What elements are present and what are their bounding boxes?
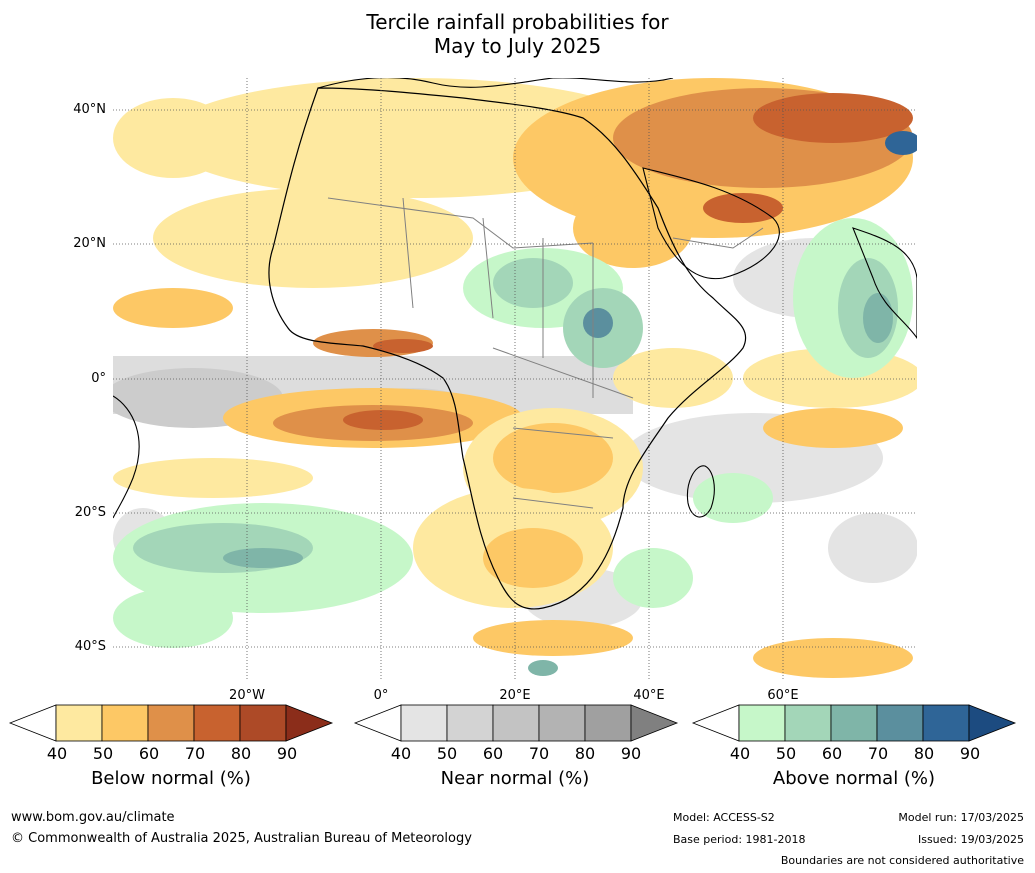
colorbar-near-svg: [353, 704, 679, 742]
colorbar-extend-low: [691, 704, 740, 742]
colorbar-extend-high: [630, 704, 679, 742]
colorbar-tick-label: 90: [276, 744, 298, 763]
colorbar-tick-label: 60: [821, 744, 843, 763]
colorbar-segment: [876, 704, 924, 742]
colorbar-above-normal: [691, 704, 1017, 742]
colorbar-tick-label: 40: [46, 744, 68, 763]
colorbar-segment: [193, 704, 241, 742]
europe-outline: [317, 78, 674, 89]
lat-label-0: 0°: [91, 371, 106, 386]
madagascar-outline: [686, 465, 715, 518]
above-normal-regions: [113, 131, 917, 676]
colorbar-tick-label: 70: [184, 744, 206, 763]
footer-url: www.bom.gov.au/climate: [11, 810, 175, 825]
colorbar-below-svg: [8, 704, 334, 742]
gridlines: [113, 78, 917, 681]
footer-copyright: © Commonwealth of Australia 2025, Austra…: [11, 831, 472, 846]
colorbar-tick-label: 60: [482, 744, 504, 763]
colorbar-above-label: Above normal (%): [772, 768, 936, 789]
colorbar-segment: [239, 704, 287, 742]
map-title: Tercile rainfall probabilities for May t…: [0, 10, 1035, 58]
colorbar-near-label: Near normal (%): [440, 768, 590, 789]
colorbar-segment: [55, 704, 103, 742]
colorbar-tick-label: 80: [574, 744, 596, 763]
colorbar-tick-label: 50: [92, 744, 114, 763]
colorbar-near-normal: [353, 704, 679, 742]
lon-label-40e: 40°E: [633, 688, 665, 703]
colorbar-tick-label: 50: [436, 744, 458, 763]
colorbar-segment: [492, 704, 540, 742]
colorbar-tick-label: 80: [913, 744, 935, 763]
below-normal-regions: [113, 78, 917, 678]
colorbar-below-label: Below normal (%): [91, 768, 251, 789]
lat-label-40n: 40°N: [73, 102, 106, 117]
south-america-outline: [113, 395, 140, 519]
colorbar-tick-label: 50: [775, 744, 797, 763]
colorbar-segment: [584, 704, 632, 742]
arabia-outline: [642, 167, 780, 280]
colorbar-segment: [400, 704, 448, 742]
footer-issued: Issued: 19/03/2025: [917, 833, 1024, 846]
india-outline: [852, 227, 917, 339]
colorbar-tick-label: 90: [620, 744, 642, 763]
colorbar-above-svg: [691, 704, 1017, 742]
colorbar-segment: [147, 704, 195, 742]
colorbar-tick-label: 90: [959, 744, 981, 763]
colorbar-tick-label: 70: [867, 744, 889, 763]
colorbar-segment: [101, 704, 149, 742]
lat-label-20s: 20°S: [74, 505, 106, 520]
africa-outline: [268, 87, 747, 610]
colorbar-below-normal: [8, 704, 334, 742]
colorbar-tick-label: 70: [528, 744, 550, 763]
colorbar-extend-low: [8, 704, 57, 742]
lon-label-20w: 20°W: [229, 688, 265, 703]
colorbar-segment: [784, 704, 832, 742]
lat-label-40s: 40°S: [74, 639, 106, 654]
title-line-2: May to July 2025: [433, 34, 602, 58]
lon-label-60e: 60°E: [767, 688, 799, 703]
colorbar-tick-label: 60: [138, 744, 160, 763]
footer-model: Model: ACCESS-S2: [673, 811, 775, 824]
colorbar-extend-high: [968, 704, 1017, 742]
colorbar-tick-label: 40: [729, 744, 751, 763]
lat-label-20n: 20°N: [73, 236, 106, 251]
rainfall-probability-map: [113, 78, 917, 681]
colorbar-extend-low: [353, 704, 402, 742]
lon-label-20e: 20°E: [499, 688, 531, 703]
colorbar-extend-high: [285, 704, 334, 742]
colorbar-tick-label: 80: [230, 744, 252, 763]
lon-label-0: 0°: [373, 688, 389, 703]
colorbar-segment: [738, 704, 786, 742]
colorbar-segment: [830, 704, 878, 742]
country-borders: [327, 197, 764, 509]
colorbar-segment: [538, 704, 586, 742]
colorbar-segment: [446, 704, 494, 742]
footer-base-period: Base period: 1981-2018: [673, 833, 806, 846]
title-line-1: Tercile rainfall probabilities for: [366, 10, 669, 34]
footer-model-run: Model run: 17/03/2025: [898, 811, 1024, 824]
map-canvas: [113, 78, 917, 681]
footer-disclaimer: Boundaries are not considered authoritat…: [780, 854, 1024, 867]
colorbar-tick-label: 40: [390, 744, 412, 763]
colorbar-segment: [922, 704, 970, 742]
